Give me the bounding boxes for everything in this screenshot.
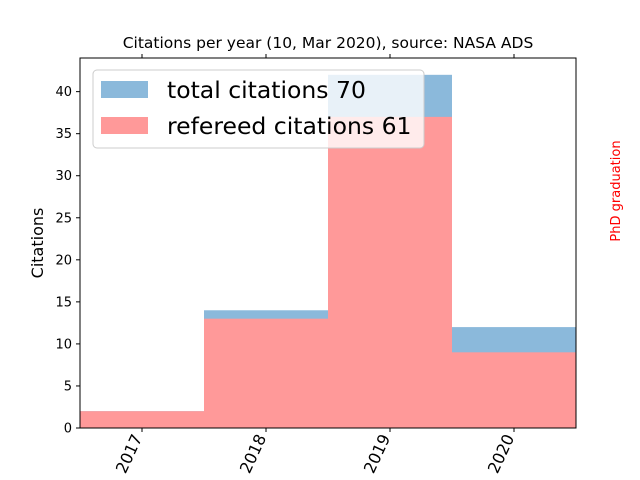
refereed-bar-2018 [204,318,328,428]
legend-label-total: total citations 70 [167,76,366,104]
y-tick-label-40: 40 [55,85,72,100]
legend-swatch-total [101,81,148,98]
refereed-bar-2017 [80,411,204,428]
y-tick-label-15: 15 [55,295,72,310]
y-axis-label: Citations [28,208,47,279]
phd-graduation-annotation: PhD graduation [609,140,624,241]
legend-box [92,69,425,149]
refereed-bar-2020 [452,352,576,428]
y-tick-label-5: 5 [64,379,72,394]
y-tick-label-35: 35 [55,127,72,142]
plot-frame [79,57,577,429]
y-axis-ticks: 0 5 10 15 20 25 30 35 40 [55,85,80,437]
refereed-citations-series [80,116,576,428]
x-tick-label-2017: 2017 [112,431,146,476]
legend-swatch-refereed [101,117,148,134]
y-tick-label-0: 0 [64,422,72,437]
y-tick-label-25: 25 [55,211,72,226]
legend: total citations 70 refereed citations 61 [92,69,425,149]
x-tick-label-2018: 2018 [236,431,270,476]
y-tick-label-20: 20 [55,253,72,268]
refereed-bar-2019 [328,116,452,428]
x-tick-label-2020: 2020 [484,431,518,476]
y-tick-label-10: 10 [55,337,72,352]
x-tick-label-2019: 2019 [360,431,394,476]
legend-label-refereed: refereed citations 61 [167,112,411,140]
chart-title: Citations per year (10, Mar 2020), sourc… [123,34,534,52]
y-tick-label-30: 30 [55,169,72,184]
